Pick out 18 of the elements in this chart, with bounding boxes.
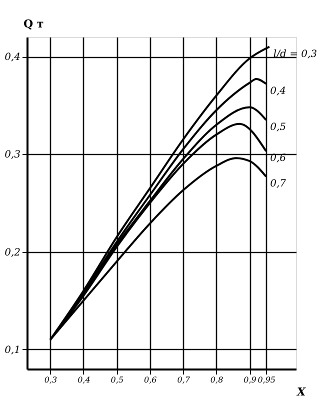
series-label: 0,5 <box>270 122 286 133</box>
series-label: l/d = 0,3 <box>273 48 317 60</box>
x-tick-label: 0,8 <box>210 376 224 384</box>
x-tick-label: 0,7 <box>177 376 191 384</box>
y-tick-label: 0,3 <box>4 150 20 161</box>
x-axis-title: X <box>296 386 306 398</box>
y-tick-label: 0,4 <box>4 52 20 64</box>
x-tick-label: 0,6 <box>144 376 157 384</box>
y-tick-label: 0,2 <box>4 247 20 258</box>
x-tick-label: 0,9 <box>244 376 256 384</box>
x-tick-label: 0,95 <box>258 376 276 384</box>
series-label: 0,7 <box>270 178 287 190</box>
y-tick-label: 0,1 <box>4 344 20 356</box>
y-axis-title: Q т <box>24 18 44 30</box>
series-label: 0,4 <box>270 86 286 97</box>
x-tick-label: 0,4 <box>78 376 90 384</box>
x-tick-label: 0,3 <box>44 376 58 384</box>
x-tick-label: 0,5 <box>110 376 124 384</box>
